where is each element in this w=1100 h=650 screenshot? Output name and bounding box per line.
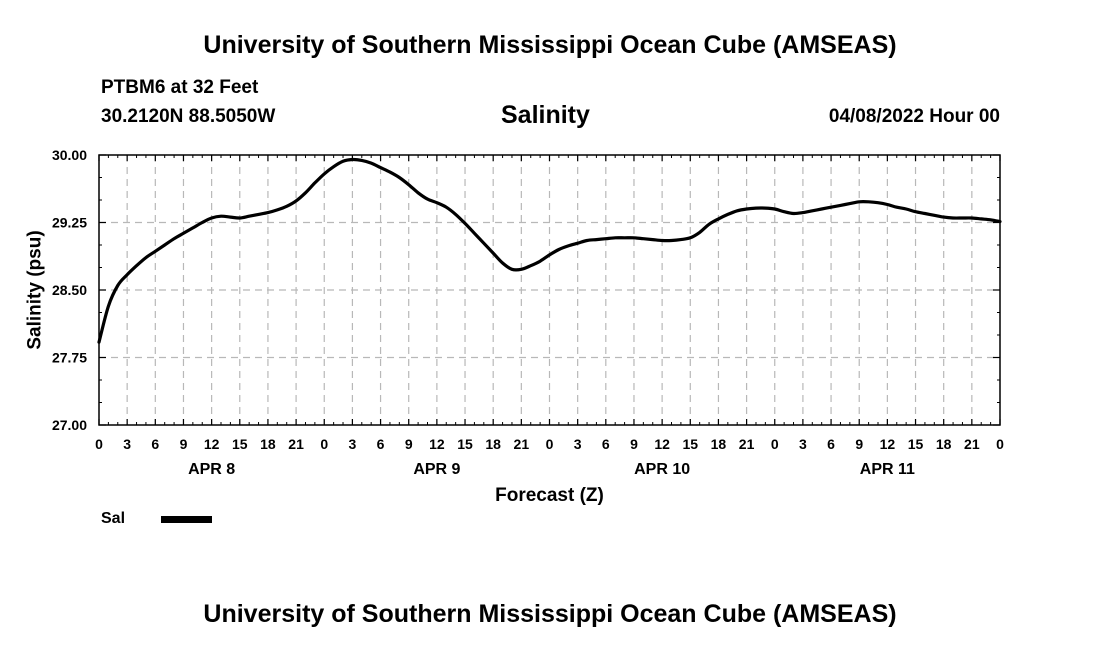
day-labels: APR 8 APR 9 APR 10 APR 11 xyxy=(188,461,915,478)
x-tick-label: 15 xyxy=(908,436,924,452)
page-title-bottom: University of Southern Mississippi Ocean… xyxy=(203,600,897,628)
coordinates-label: 30.2120N 88.5050W xyxy=(101,106,276,127)
y-tick-label: 30.00 xyxy=(52,147,87,163)
x-tick-label: 0 xyxy=(95,436,103,452)
x-tick-label: 0 xyxy=(320,436,328,452)
day-label: APR 9 xyxy=(413,461,460,478)
x-tick-label: 6 xyxy=(151,436,159,452)
page-title-top: University of Southern Mississippi Ocean… xyxy=(203,31,897,59)
x-tick-label: 0 xyxy=(546,436,554,452)
x-tick-label: 3 xyxy=(574,436,582,452)
chart-title: Salinity xyxy=(501,101,590,129)
station-label: PTBM6 at 32 Feet xyxy=(101,77,259,98)
x-tick-label: 15 xyxy=(682,436,698,452)
x-tick-label: 0 xyxy=(996,436,1004,452)
y-tick-label: 29.25 xyxy=(52,215,87,231)
y-tick-label: 27.75 xyxy=(52,350,87,366)
y-axis-title: Salinity (psu) xyxy=(25,230,46,349)
x-tick-label: 0 xyxy=(771,436,779,452)
x-tick-label: 3 xyxy=(349,436,357,452)
x-tick-label: 18 xyxy=(485,436,501,452)
x-tick-label: 9 xyxy=(855,436,863,452)
day-label: APR 10 xyxy=(634,461,690,478)
x-tick-label: 6 xyxy=(377,436,385,452)
y-tick-labels: 27.00 27.75 28.50 29.25 30.00 xyxy=(52,147,87,433)
x-tick-label: 3 xyxy=(123,436,131,452)
x-tick-label: 18 xyxy=(936,436,952,452)
x-tick-label: 21 xyxy=(739,436,755,452)
salinity-series-line xyxy=(97,157,1002,344)
x-tick-label: 21 xyxy=(964,436,980,452)
x-tick-label: 15 xyxy=(457,436,473,452)
x-tick-label: 12 xyxy=(654,436,670,452)
x-tick-label: 9 xyxy=(180,436,188,452)
x-tick-label: 6 xyxy=(602,436,610,452)
x-tick-label: 21 xyxy=(288,436,304,452)
x-tick-label: 9 xyxy=(405,436,413,452)
legend-swatch xyxy=(161,516,212,523)
x-tick-label: 15 xyxy=(232,436,248,452)
day-label: APR 8 xyxy=(188,461,235,478)
x-tick-label: 12 xyxy=(880,436,896,452)
y-tick-label: 28.50 xyxy=(52,282,87,298)
x-tick-label: 21 xyxy=(514,436,530,452)
y-tick-label: 27.00 xyxy=(52,417,87,433)
legend-label: Sal xyxy=(101,510,126,527)
x-axis-title: Forecast (Z) xyxy=(495,485,604,506)
x-tick-labels: 0 3 6 9 12 15 18 21 0 3 6 9 12 15 18 21 0 3 6 9 12 15 18 21 0 3 6 9… xyxy=(95,436,1004,452)
datetime-label: 04/08/2022 Hour 00 xyxy=(828,106,1000,127)
plot-frame xyxy=(98,154,1001,426)
day-label: APR 11 xyxy=(860,461,915,478)
x-tick-label: 12 xyxy=(429,436,445,452)
grid-lines xyxy=(99,155,1000,425)
x-tick-label: 6 xyxy=(827,436,835,452)
x-tick-label: 12 xyxy=(204,436,220,452)
x-tick-label: 9 xyxy=(630,436,638,452)
x-tick-label: 18 xyxy=(711,436,727,452)
x-tick-label: 18 xyxy=(260,436,276,452)
x-tick-label: 3 xyxy=(799,436,807,452)
